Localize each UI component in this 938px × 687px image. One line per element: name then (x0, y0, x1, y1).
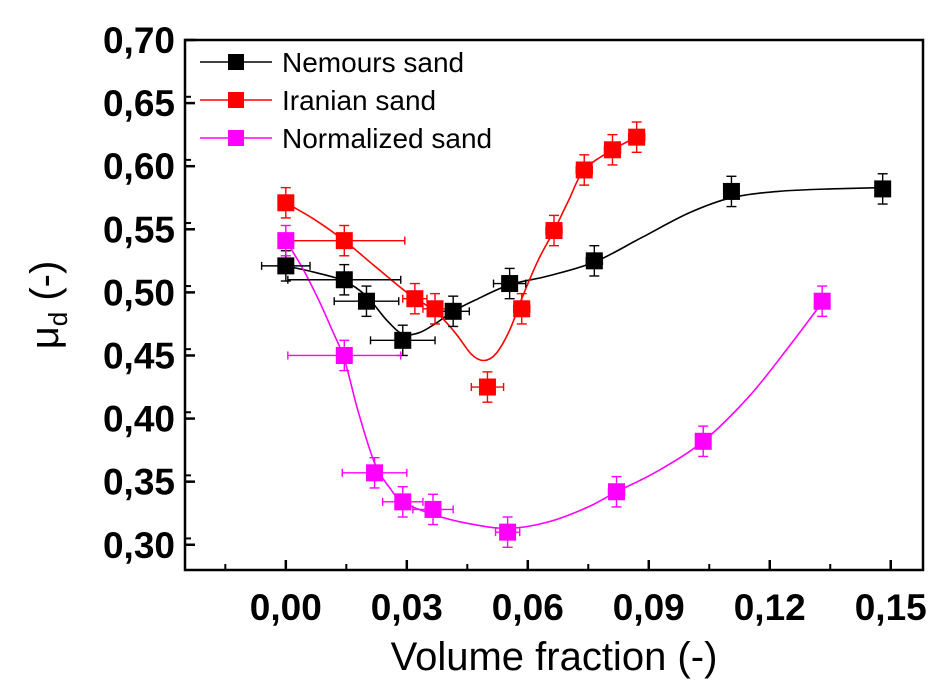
fit-line-normalized-sand (285, 240, 823, 530)
marker-normalized-sand (813, 292, 831, 310)
y-tick-label: 0,65 (103, 83, 175, 124)
marker-iranian-sand (335, 232, 353, 250)
marker-normalized-sand (424, 500, 442, 518)
y-axis-title: μd (-) (23, 261, 73, 350)
y-tick-label: 0,30 (103, 525, 175, 566)
y-axis-title-subscript: d (43, 312, 73, 326)
marker-iranian-sand (575, 161, 593, 179)
marker-iranian-sand (277, 194, 295, 212)
marker-nemours-sand (444, 302, 462, 320)
marker-iranian-sand (478, 378, 496, 396)
marker-iranian-sand (426, 300, 444, 318)
y-axis-title-unit: (-) (23, 261, 67, 312)
fit-line-iranian-sand (285, 136, 638, 362)
y-tick-label: 0,35 (103, 462, 175, 503)
legend-marker-nemours-sand (228, 54, 244, 70)
legend-label-iranian-sand: Iranian sand (282, 85, 436, 116)
marker-normalized-sand (335, 346, 353, 364)
x-tick-label: 0,00 (250, 587, 322, 628)
data-markers (277, 128, 892, 541)
legend-label-nemours-sand: Nemours sand (282, 47, 464, 78)
legend-label-normalized-sand: Normalized sand (282, 123, 492, 154)
marker-nemours-sand (874, 180, 892, 198)
marker-nemours-sand (501, 275, 519, 293)
plot-frame (183, 38, 925, 572)
y-tick-label: 0,50 (103, 272, 175, 313)
marker-nemours-sand (277, 257, 295, 275)
x-tick-label: 0,15 (855, 587, 927, 628)
marker-iranian-sand (628, 128, 646, 146)
marker-iranian-sand (603, 141, 621, 159)
y-tick-label: 0,45 (103, 335, 175, 376)
y-axis-title-symbol: μ (23, 326, 67, 349)
marker-normalized-sand (499, 523, 517, 541)
x-axis: 0,00 0,03 0,06 0,09 0,12 0,15 (224, 560, 927, 628)
x-axis-title: Volume fraction (-) (391, 635, 718, 679)
legend-marker-normalized-sand (228, 130, 244, 146)
marker-normalized-sand (694, 432, 712, 450)
marker-nemours-sand (335, 271, 353, 289)
marker-nemours-sand (394, 331, 412, 349)
marker-iranian-sand (513, 300, 531, 318)
marker-normalized-sand (366, 464, 384, 482)
x-tick-label: 0,12 (734, 587, 806, 628)
x-tick-label: 0,06 (492, 587, 564, 628)
y-tick-label: 0,55 (103, 209, 175, 250)
y-axis: 0,30 0,35 0,40 0,45 0,50 0,55 0,60 0,65 0,70 (103, 20, 195, 566)
y-tick-label: 0,70 (103, 20, 175, 61)
legend-marker-iranian-sand (228, 92, 244, 108)
marker-nemours-sand (722, 182, 740, 200)
marker-normalized-sand (277, 232, 295, 250)
marker-iranian-sand (545, 222, 563, 240)
x-tick-label: 0,09 (613, 587, 685, 628)
marker-nemours-sand (357, 292, 375, 310)
marker-normalized-sand (394, 493, 412, 511)
marker-normalized-sand (608, 483, 626, 501)
y-tick-label: 0,40 (103, 399, 175, 440)
y-tick-label: 0,60 (103, 146, 175, 187)
marker-nemours-sand (585, 252, 603, 270)
x-tick-label: 0,03 (371, 587, 443, 628)
legend: Nemours sand Iranian sand Normalized sand (200, 47, 492, 154)
fit-line-nemours-sand (285, 186, 883, 336)
marker-iranian-sand (406, 290, 424, 308)
